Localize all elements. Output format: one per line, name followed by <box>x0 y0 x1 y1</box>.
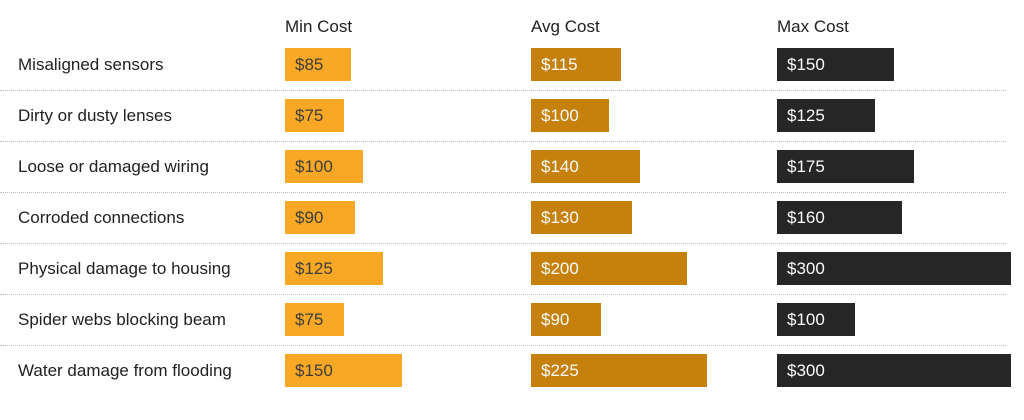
avg-cost-cell: $140 <box>531 150 777 183</box>
max-cost-value: $150 <box>787 54 825 74</box>
avg-cost-cell: $100 <box>531 99 777 132</box>
avg-cost-bar: $130 <box>531 201 632 234</box>
avg-cost-value: $200 <box>541 258 579 278</box>
max-cost-cell: $100 <box>777 303 1024 336</box>
min-cost-cell: $75 <box>285 303 531 336</box>
avg-cost-value: $100 <box>541 105 579 125</box>
row-label: Corroded connections <box>18 207 185 227</box>
max-cost-value: $300 <box>787 360 825 380</box>
min-cost-cell: $125 <box>285 252 531 285</box>
min-cost-value: $90 <box>295 207 324 227</box>
avg-cost-bar: $100 <box>531 99 609 132</box>
min-cost-bar: $75 <box>285 99 344 132</box>
min-cost-value: $150 <box>295 360 333 380</box>
max-cost-bar: $300 <box>777 354 1011 387</box>
avg-cost-cell: $200 <box>531 252 777 285</box>
max-cost-cell: $300 <box>777 252 1024 285</box>
avg-cost-cell: $90 <box>531 303 777 336</box>
max-cost-cell: $150 <box>777 48 1024 81</box>
max-cost-cell: $300 <box>777 354 1024 387</box>
avg-cost-cell: $130 <box>531 201 777 234</box>
min-cost-bar: $90 <box>285 201 355 234</box>
column-headers: Min Cost Avg Cost Max Cost <box>0 0 1024 39</box>
max-cost-cell: $175 <box>777 150 1024 183</box>
max-cost-value: $175 <box>787 156 825 176</box>
min-cost-value: $125 <box>295 258 333 278</box>
column-header-avg-cost: Avg Cost <box>531 17 600 36</box>
max-cost-value: $160 <box>787 207 825 227</box>
max-cost-bar: $160 <box>777 201 902 234</box>
table-row: Corroded connections $90 $130 $160 <box>0 192 1024 243</box>
row-label: Dirty or dusty lenses <box>18 105 172 125</box>
row-label: Water damage from flooding <box>18 360 232 380</box>
row-label: Spider webs blocking beam <box>18 309 226 329</box>
max-cost-value: $100 <box>787 309 825 329</box>
max-cost-bar: $125 <box>777 99 875 132</box>
min-cost-bar: $150 <box>285 354 402 387</box>
avg-cost-value: $130 <box>541 207 579 227</box>
max-cost-bar: $150 <box>777 48 894 81</box>
min-cost-value: $75 <box>295 105 324 125</box>
max-cost-value: $125 <box>787 105 825 125</box>
avg-cost-value: $90 <box>541 309 570 329</box>
table-row: Water damage from flooding $150 $225 $30… <box>0 345 1024 396</box>
avg-cost-bar: $200 <box>531 252 687 285</box>
min-cost-value: $100 <box>295 156 333 176</box>
avg-cost-bar: $90 <box>531 303 601 336</box>
avg-cost-value: $115 <box>541 54 578 74</box>
max-cost-bar: $100 <box>777 303 855 336</box>
table-row: Misaligned sensors $85 $115 $150 <box>0 39 1024 90</box>
table-row: Dirty or dusty lenses $75 $100 $125 <box>0 90 1024 141</box>
max-cost-bar: $175 <box>777 150 914 183</box>
min-cost-cell: $100 <box>285 150 531 183</box>
min-cost-bar: $125 <box>285 252 383 285</box>
column-header-max-cost: Max Cost <box>777 17 849 36</box>
min-cost-bar: $85 <box>285 48 351 81</box>
min-cost-cell: $150 <box>285 354 531 387</box>
row-label: Physical damage to housing <box>18 258 231 278</box>
min-cost-bar: $100 <box>285 150 363 183</box>
avg-cost-bar: $115 <box>531 48 621 81</box>
min-cost-bar: $75 <box>285 303 344 336</box>
row-label: Misaligned sensors <box>18 54 164 74</box>
chart-rows: Misaligned sensors $85 $115 $150 Dirty o… <box>0 39 1024 396</box>
column-header-min-cost: Min Cost <box>285 17 353 36</box>
max-cost-cell: $125 <box>777 99 1024 132</box>
avg-cost-cell: $115 <box>531 48 777 81</box>
min-cost-cell: $90 <box>285 201 531 234</box>
min-cost-value: $75 <box>295 309 324 329</box>
max-cost-cell: $160 <box>777 201 1024 234</box>
avg-cost-cell: $225 <box>531 354 777 387</box>
row-label: Loose or damaged wiring <box>18 156 209 176</box>
avg-cost-value: $225 <box>541 360 579 380</box>
min-cost-cell: $85 <box>285 48 531 81</box>
max-cost-bar: $300 <box>777 252 1011 285</box>
table-row: Loose or damaged wiring $100 $140 $175 <box>0 141 1024 192</box>
max-cost-value: $300 <box>787 258 825 278</box>
avg-cost-bar: $225 <box>531 354 707 387</box>
avg-cost-bar: $140 <box>531 150 640 183</box>
min-cost-value: $85 <box>295 54 324 74</box>
table-row: Physical damage to housing $125 $200 $30… <box>0 243 1024 294</box>
avg-cost-value: $140 <box>541 156 579 176</box>
min-cost-cell: $75 <box>285 99 531 132</box>
table-row: Spider webs blocking beam $75 $90 $100 <box>0 294 1024 345</box>
